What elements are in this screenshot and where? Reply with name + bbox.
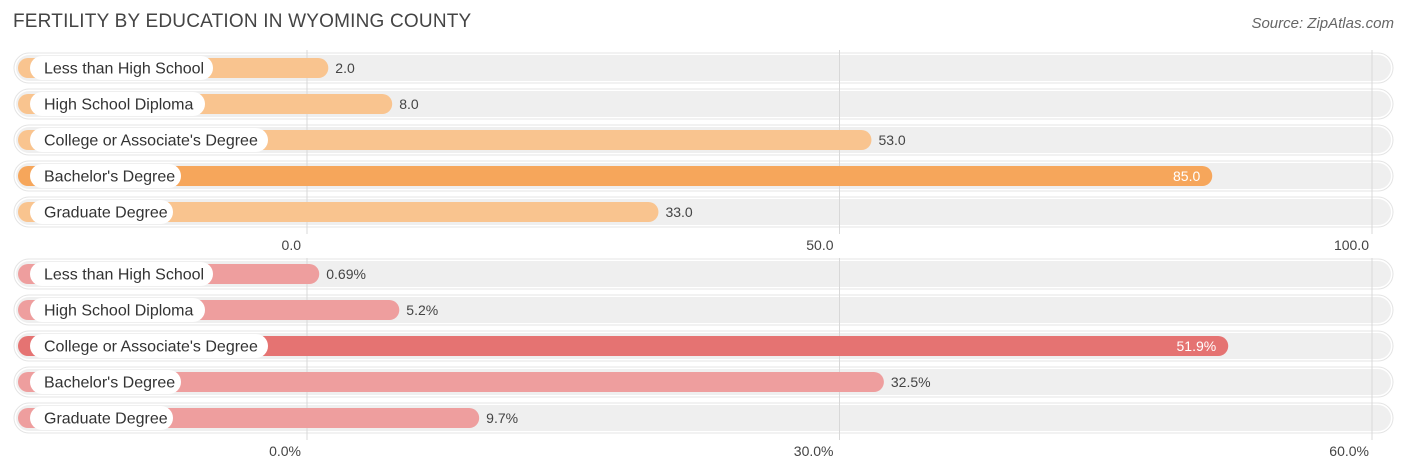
category-pill [30,370,181,394]
tick-label: 0.0% [269,443,301,459]
value-label: 53.0 [878,132,905,148]
value-label: 2.0 [335,60,355,76]
bar-track-fill [16,261,1391,287]
value-label: 32.5% [891,374,931,390]
category-label: College or Associate's Degree [44,133,258,150]
category-label: High School Diploma [44,303,194,320]
category-label: Graduate Degree [44,411,168,428]
category-pill [30,298,205,322]
category-pill [30,164,181,188]
category-pill [30,262,213,286]
value-label: 0.69% [326,266,366,282]
bar [18,166,1213,186]
category-label: Less than High School [44,267,204,284]
chart-title: FERTILITY BY EDUCATION IN WYOMING COUNTY [13,11,472,32]
chart-panel-1: Less than High School 2.0 High School Dipl… [13,50,1394,253]
category-label: Bachelor's Degree [44,169,175,186]
category-pill [30,56,213,80]
value-label: 85.0 [1173,168,1200,184]
value-label: 51.9% [1177,338,1217,354]
category-label: Graduate Degree [44,205,168,222]
bar [18,202,659,222]
category-label: High School Diploma [44,97,194,114]
category-pill [30,92,205,116]
tick-label: 30.0% [794,443,834,459]
category-pill [30,406,173,430]
category-label: Bachelor's Degree [44,375,175,392]
source-label: Source: ZipAtlas.com [1251,15,1394,32]
category-label: Less than High School [44,61,204,78]
bar-track-fill [16,55,1391,81]
tick-label: 60.0% [1329,443,1369,459]
bar [18,372,884,392]
tick-label: 0.0 [282,237,302,253]
category-label: College or Associate's Degree [44,339,258,356]
category-pill [30,334,268,358]
category-pill [30,200,173,224]
value-label: 8.0 [399,96,419,112]
value-label: 5.2% [406,302,438,318]
value-label: 9.7% [486,410,518,426]
chart-panel-2: Less than High School 0.69% High School Di… [13,258,1394,459]
category-pill [30,128,268,152]
value-label: 33.0 [665,204,692,220]
bar [18,336,1229,356]
tick-label: 50.0 [806,237,833,253]
tick-label: 100.0 [1334,237,1369,253]
